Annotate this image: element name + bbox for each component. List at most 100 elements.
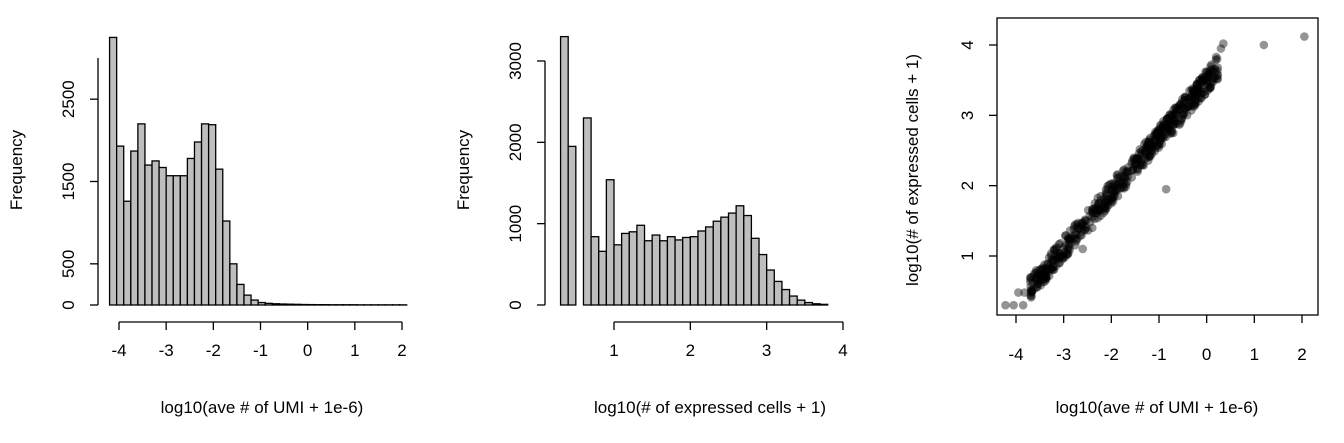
scatter-point [1108,197,1118,206]
scatter-point [1103,181,1112,191]
histogram-bar [819,303,829,306]
scatter-point [1202,75,1212,84]
scatter-point [1150,130,1160,139]
scatter-point [1174,120,1184,129]
scatter-point [1009,300,1018,310]
scatter-point [1094,206,1104,215]
scatter-point [1204,82,1213,92]
histogram-bar [811,303,821,306]
scatter-point [1095,198,1104,208]
scatter-point [1080,216,1090,226]
scatter-point [1203,86,1212,96]
histogram-bar [613,244,623,306]
scatter-point [1157,133,1167,143]
scatter-point [1051,261,1061,271]
scatter-point [1045,262,1054,271]
scatter-point [1180,103,1190,113]
scatter-point [1071,229,1080,239]
scatter-point [1180,92,1190,102]
scatter-point [1071,230,1081,240]
scatter-point [1055,258,1064,268]
scatter-point [1146,152,1155,161]
x-tick-label: -4 [111,341,126,360]
histogram-bar [666,236,676,306]
scatter-point [1050,249,1060,259]
scatter-point [1179,109,1189,119]
scatter-point [1207,60,1216,69]
histogram-bar [605,179,615,306]
scatter-point [1132,153,1142,162]
scatter-point [1049,245,1059,255]
scatter-point [1164,121,1173,130]
scatter-point [1033,279,1042,289]
scatter-point [1041,263,1050,273]
scatter-point [1064,234,1073,244]
scatter-point [1155,133,1164,143]
scatter-point [1162,123,1172,132]
scatter-point [1192,84,1201,93]
scatter-point [1191,98,1200,108]
scatter-point [1143,140,1153,149]
scatter-point [1027,286,1036,295]
scatter-point [1192,87,1202,96]
y-ticks: 0 1000 2000 3000 [506,42,545,310]
scatter-point [1043,259,1053,269]
scatter-point [1093,213,1102,223]
scatter-point [1112,186,1122,196]
scatter-point [1110,179,1119,188]
x-ticks: -4 -3 -2 -1 0 1 2 [1008,315,1307,364]
scatter-point [1026,277,1035,287]
scatter-point [1177,115,1187,124]
scatter-point [1108,191,1117,200]
scatter-point [1034,270,1044,280]
scatter-point [1145,152,1154,161]
scatter-point [1176,99,1186,109]
scatter-point [1044,267,1054,276]
scatter-point [1152,132,1162,141]
scatter-point [1039,269,1049,279]
scatter-point [1158,123,1167,133]
scatter-point [1187,85,1196,95]
scatter-point [1198,72,1207,82]
y-ticks: 0 500 1500 2500 [59,80,98,310]
panel-histogram-umi: -4 -3 -2 -1 0 1 2 0 500 1500 2500 log10(ave # of … [7,36,408,417]
scatter-point [1100,193,1109,203]
scatter-point [1099,208,1108,218]
scatter-point [1048,257,1057,266]
scatter-point [1180,93,1190,103]
scatter-point [1162,114,1171,124]
scatter-point [1211,52,1221,62]
scatter-point [1116,178,1126,188]
scatter-point [1040,267,1050,277]
scatter-point [1197,79,1206,88]
scatter-point [1147,143,1156,152]
scatter-point [1106,179,1115,189]
histogram-bar [278,303,288,306]
histogram-bar [582,117,592,306]
bars [108,36,408,306]
scatter-point [1059,248,1069,257]
y-tick-label: 2 [958,181,977,190]
scatter-point [1197,93,1206,102]
x-tick-label: 1 [350,341,359,360]
scatter-point [1061,231,1070,241]
x-axis-title: log10(ave # of UMI + 1e-6) [1056,398,1259,417]
scatter-point [1137,155,1147,164]
scatter-point [1051,243,1061,252]
scatter-point [1172,106,1181,115]
scatter-point [1026,274,1035,284]
scatter-point [1055,248,1064,258]
histogram-bar [193,141,203,306]
scatter-point [1156,128,1165,138]
scatter-point [1048,262,1058,272]
scatter-point [1077,227,1087,236]
histogram-bar [158,166,167,306]
scatter-point [1170,116,1179,126]
y-tick-label: 0 [59,300,78,309]
scatter-point [1146,146,1156,156]
scatter-point [1118,177,1127,187]
scatter-point [1156,121,1166,131]
scatter-point [1183,102,1192,111]
scatter-point [1136,147,1146,157]
scatter-point [1096,191,1106,201]
